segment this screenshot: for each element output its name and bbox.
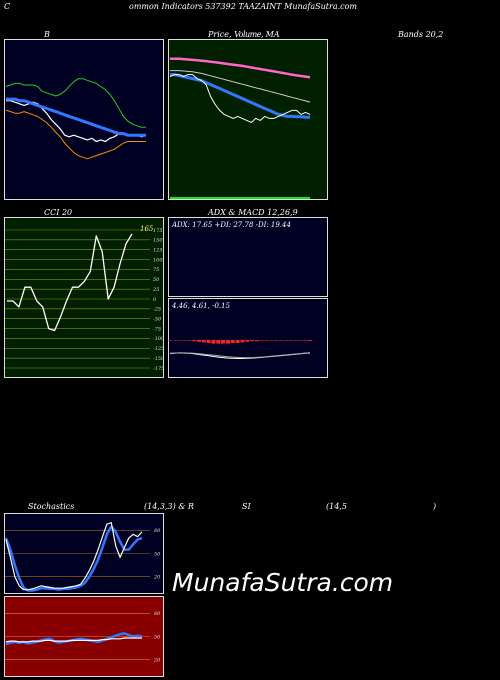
price-panel xyxy=(168,39,328,200)
adx-label: ADX: 17.65 +DI: 27.78 -DI: 19.44 xyxy=(171,221,291,229)
macd-histogram-bar xyxy=(177,340,182,341)
macd-histogram-bar xyxy=(235,340,240,343)
series-line-1 xyxy=(5,637,142,643)
macd-histogram-bar xyxy=(168,340,172,341)
macd-histogram-bar xyxy=(269,340,274,341)
macd-histogram-bar xyxy=(172,340,177,341)
y-tick-label: 175 xyxy=(153,228,163,234)
bb-title: B xyxy=(44,30,50,39)
rsi-chart: 80 50 20 xyxy=(4,596,164,677)
y-tick-label: -175 xyxy=(153,366,164,372)
y-tick-label: -100 xyxy=(153,336,164,342)
y-tick-label: -125 xyxy=(153,346,164,352)
rsi-params: (14,5 xyxy=(326,502,347,511)
series-line-4 xyxy=(169,74,311,123)
series-line-0 xyxy=(5,78,146,128)
y-tick-label: 80 xyxy=(154,528,161,534)
macd-histogram-bar xyxy=(192,340,197,342)
macd-histogram-bar xyxy=(187,340,192,341)
macd-histogram-bar xyxy=(230,340,235,343)
rsi-title: SI xyxy=(242,502,251,511)
stochastic-panel: 80 50 20 xyxy=(4,513,164,594)
cci-chart: 165 175 150 125 100 75 50 25 0 -25 -50 -75 -100 -125… xyxy=(4,217,164,378)
macd-histogram-bar xyxy=(293,340,298,341)
macd-histogram-bar xyxy=(259,340,264,341)
macd-panel: 4.46, 4.61, -0.15 xyxy=(168,298,328,378)
macd-histogram-bar xyxy=(240,340,245,343)
cci-title: CCI 20 xyxy=(44,208,73,217)
header-left: C xyxy=(4,2,11,11)
cci-value-label: 165 xyxy=(140,225,154,233)
price-title-part1: Price, xyxy=(208,30,232,39)
price-title: Price, Volume, MA xyxy=(208,30,280,39)
stochastic-chart: 80 50 20 xyxy=(4,513,164,594)
y-tick-label: 20 xyxy=(153,574,161,580)
macd-histogram-bar xyxy=(264,340,269,341)
y-tick-label: -25 xyxy=(153,307,161,313)
adx-macd-title: ADX & MACD 12,26,9 xyxy=(208,208,298,217)
title-close-paren: ) xyxy=(433,502,437,511)
cci-panel: 165 175 150 125 100 75 50 25 0 -25 -50 -75 -100 -125… xyxy=(4,217,164,378)
macd-histogram-bar xyxy=(221,340,226,344)
series-line-0 xyxy=(4,525,143,592)
macd-histogram-bar xyxy=(274,340,279,341)
price-title-part2: Volume, xyxy=(234,30,264,39)
bands-title: Bands 20,2 xyxy=(398,30,444,39)
series-line-1 xyxy=(170,57,311,79)
bollinger-chart xyxy=(4,39,164,200)
macd-histogram-bar xyxy=(201,340,206,343)
macd-histogram-bar xyxy=(254,340,259,342)
rsi-panel: 80 50 20 xyxy=(4,596,164,677)
y-tick-label: 50 xyxy=(153,277,160,283)
macd-histogram-bar xyxy=(245,340,250,342)
y-tick-label: -75 xyxy=(153,326,161,332)
series-line-1 xyxy=(5,522,143,591)
y-tick-label: 100 xyxy=(153,257,163,263)
series-line-0 xyxy=(7,233,133,332)
macd-histogram-bar xyxy=(196,340,201,342)
watermark: MunafaSutra.com xyxy=(172,568,394,597)
macd-histogram-bar xyxy=(303,340,308,341)
macd-histogram-bar xyxy=(182,340,187,341)
series-line-3 xyxy=(5,109,146,160)
series-line-2 xyxy=(6,97,146,137)
y-tick-label: 0 xyxy=(153,297,157,303)
y-tick-label: 150 xyxy=(153,238,163,244)
y-tick-label: 125 xyxy=(153,248,163,254)
macd-histogram-bar xyxy=(216,340,221,344)
y-tick-label: 50 xyxy=(154,634,161,640)
series-line-1 xyxy=(169,352,311,359)
macd-histogram-bar xyxy=(206,340,211,343)
y-tick-label: 80 xyxy=(154,611,161,617)
adx-chart: ADX: 17.65 +DI: 27.78 -DI: 19.44 xyxy=(168,217,328,297)
series-line-3 xyxy=(170,70,311,103)
adx-panel: ADX: 17.65 +DI: 27.78 -DI: 19.44 xyxy=(168,217,328,297)
price-chart xyxy=(168,39,328,200)
bollinger-panel xyxy=(4,39,164,200)
macd-histogram-bar xyxy=(288,340,293,341)
macd-histogram-bar xyxy=(298,340,303,341)
stoch-title: Stochastics xyxy=(28,502,75,511)
macd-histogram-bar xyxy=(250,340,255,342)
header-title: ommon Indicators 537392 TAAZAINT MunafaS… xyxy=(129,2,358,11)
y-tick-label: -50 xyxy=(153,317,162,323)
y-tick-label: 50 xyxy=(154,551,161,557)
macd-histogram-bar xyxy=(225,340,230,344)
macd-chart: 4.46, 4.61, -0.15 xyxy=(168,298,328,378)
y-tick-label: 25 xyxy=(152,287,159,293)
y-tick-label: 20 xyxy=(153,657,161,663)
price-title-part3: MA xyxy=(265,30,280,39)
macd-histogram-bar xyxy=(279,340,284,341)
macd-label: 4.46, 4.61, -0.15 xyxy=(171,302,231,310)
macd-histogram-bar xyxy=(283,340,288,341)
y-tick-label: -150 xyxy=(153,356,164,362)
y-tick-label: 75 xyxy=(153,267,159,273)
macd-histogram-bar xyxy=(211,340,216,344)
stoch-params: (14,3,3) & R xyxy=(144,502,194,511)
macd-histogram-bar xyxy=(308,340,312,341)
series-line-2 xyxy=(170,73,310,119)
